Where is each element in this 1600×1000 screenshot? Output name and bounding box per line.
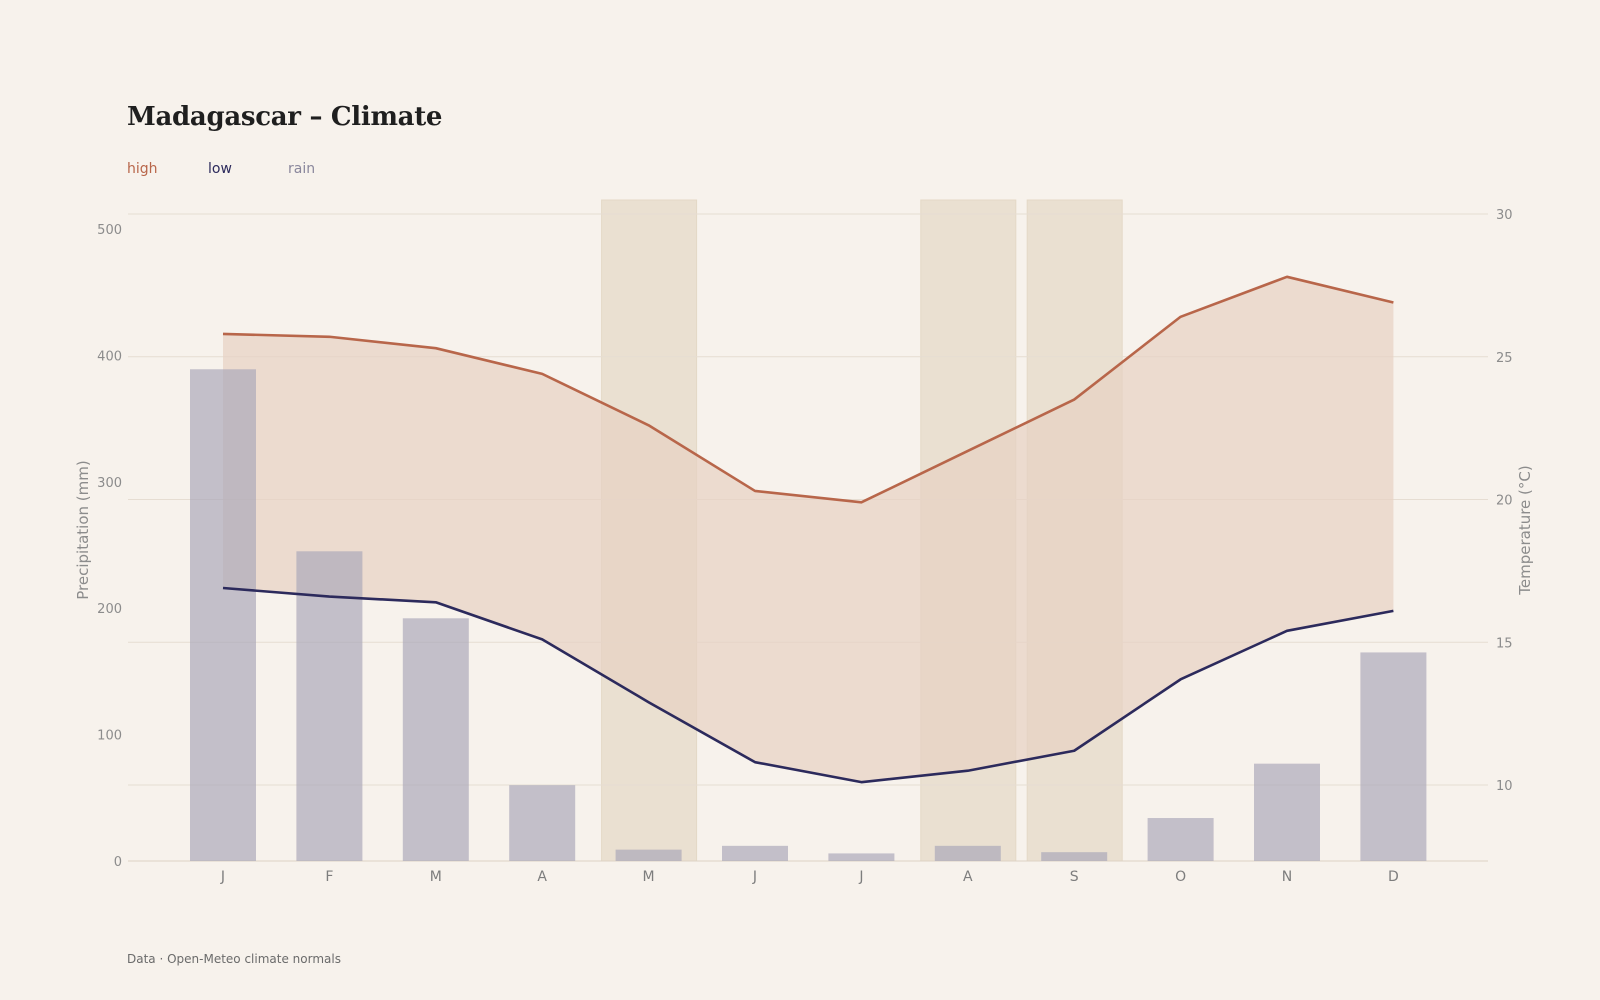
right-tick-label: 15: [1496, 636, 1513, 651]
temperature-range-band: [223, 276, 1394, 783]
left-tick-label: 100: [97, 729, 122, 744]
left-axis-title: Precipitation (mm): [74, 460, 92, 599]
rain-bar: [615, 849, 682, 861]
month-label: J: [858, 869, 863, 885]
right-tick-label: 25: [1496, 351, 1513, 366]
month-label: O: [1175, 869, 1186, 885]
rain-bar: [828, 853, 895, 861]
footer-source: Data · Open-Meteo climate normals: [127, 952, 341, 966]
month-label: M: [430, 869, 442, 885]
left-tick-label: 500: [97, 223, 122, 238]
legend-rain: rain: [288, 161, 316, 177]
right-tick-label: 20: [1496, 494, 1513, 509]
rain-bar: [296, 551, 363, 861]
legend-low: low: [208, 161, 232, 177]
month-label: M: [643, 869, 655, 885]
rain-bar: [934, 845, 1001, 861]
rain-bar: [1147, 818, 1214, 861]
rain-bar: [1041, 852, 1108, 861]
right-axis-title: Temperature (°C): [1516, 465, 1534, 595]
rain-bar: [190, 369, 256, 861]
high-line: [222, 275, 1394, 504]
rain-bar: [402, 618, 469, 861]
axes: 0 100 200 300 400 500 10 15 20 25 30 J F M A M J J A S O N D Pr…: [74, 208, 1534, 885]
month-label: S: [1070, 869, 1079, 885]
temperature-lines: [222, 275, 1394, 784]
right-tick-label: 30: [1496, 208, 1513, 223]
rain-bar: [722, 845, 788, 861]
rain-bar: [1360, 652, 1427, 861]
low-line: [222, 586, 1394, 784]
rain-bars: [190, 369, 1427, 861]
rain-bar: [1254, 763, 1320, 861]
month-label: D: [1388, 869, 1399, 885]
chart-title: Madagascar – Climate: [127, 102, 443, 132]
month-label: N: [1282, 869, 1292, 885]
month-label: J: [220, 869, 225, 885]
left-tick-label: 200: [97, 602, 122, 617]
left-tick-label: 0: [114, 855, 122, 870]
left-tick-label: 400: [97, 349, 122, 364]
month-label: J: [752, 869, 757, 885]
month-label: F: [325, 869, 333, 885]
month-label: A: [963, 869, 973, 885]
right-tick-label: 10: [1496, 779, 1513, 794]
left-tick-label: 300: [97, 476, 122, 491]
legend-high: high: [127, 161, 158, 177]
rain-bar: [509, 785, 576, 861]
month-label: A: [537, 869, 547, 885]
temperature-band: [223, 276, 1394, 783]
